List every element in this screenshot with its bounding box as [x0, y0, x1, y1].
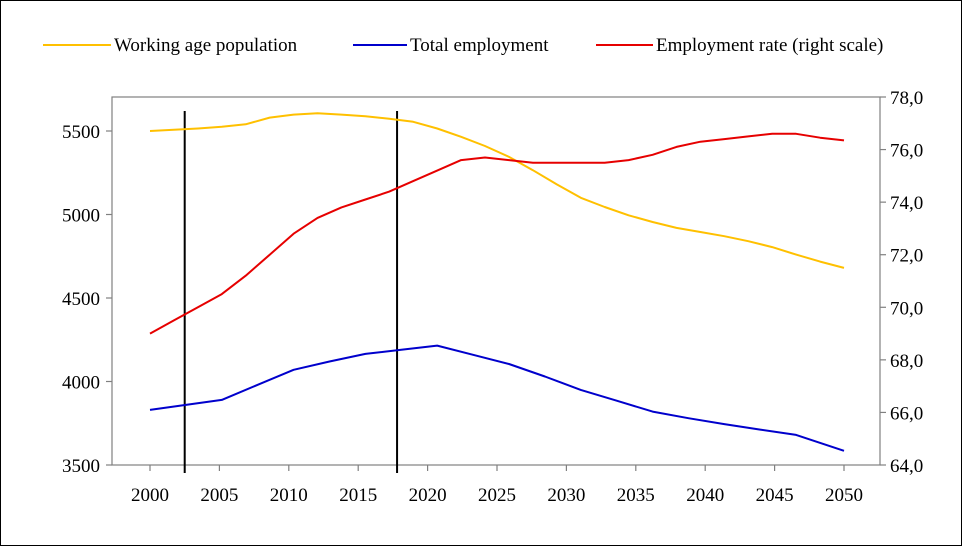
x-tick-label: 2035: [617, 485, 655, 506]
series-group: [149, 112, 845, 452]
legend: Working age population Total employment Em…: [43, 35, 883, 56]
x-tick-label: 2045: [756, 485, 794, 506]
x-tick-label: 2050: [825, 485, 863, 506]
x-tick-label: 2005: [200, 485, 238, 506]
left-tick-label: 5000: [62, 206, 100, 227]
legend-label: Total employment: [410, 35, 549, 56]
x-tick-label: 2015: [339, 485, 377, 506]
right-tick-label: 78,0: [890, 88, 923, 109]
legend-label: Working age population: [114, 35, 298, 56]
left-tick-label: 5500: [62, 122, 100, 143]
x-tick-label: 2025: [478, 485, 516, 506]
x-tick-label: 2000: [131, 485, 169, 506]
left-tick-label: 4500: [62, 289, 100, 310]
left-tick-label: 3500: [62, 456, 100, 477]
vertical-markers: [183, 111, 399, 473]
x-tick-label: 2020: [409, 485, 447, 506]
right-tick-label: 66,0: [890, 403, 923, 424]
series-line: [149, 112, 845, 269]
x-tick-label: 2030: [547, 485, 585, 506]
series-line: [149, 344, 845, 452]
right-tick-label: 76,0: [890, 141, 923, 162]
legend-label: Employment rate (right scale): [656, 35, 883, 56]
plot-area: [111, 96, 881, 466]
left-tick-label: 4000: [62, 373, 100, 394]
series-line: [149, 132, 845, 335]
right-tick-label: 70,0: [890, 298, 923, 319]
x-tick-label: 2040: [686, 485, 724, 506]
axes: 3500 4000 4500 5000 5500 64,0 66,0 68,0 70,0 72,0…: [62, 88, 923, 506]
right-tick-label: 74,0: [890, 193, 923, 214]
right-tick-label: 64,0: [890, 456, 923, 477]
right-tick-label: 72,0: [890, 246, 923, 267]
x-tick-label: 2010: [270, 485, 308, 506]
right-tick-label: 68,0: [890, 351, 923, 372]
